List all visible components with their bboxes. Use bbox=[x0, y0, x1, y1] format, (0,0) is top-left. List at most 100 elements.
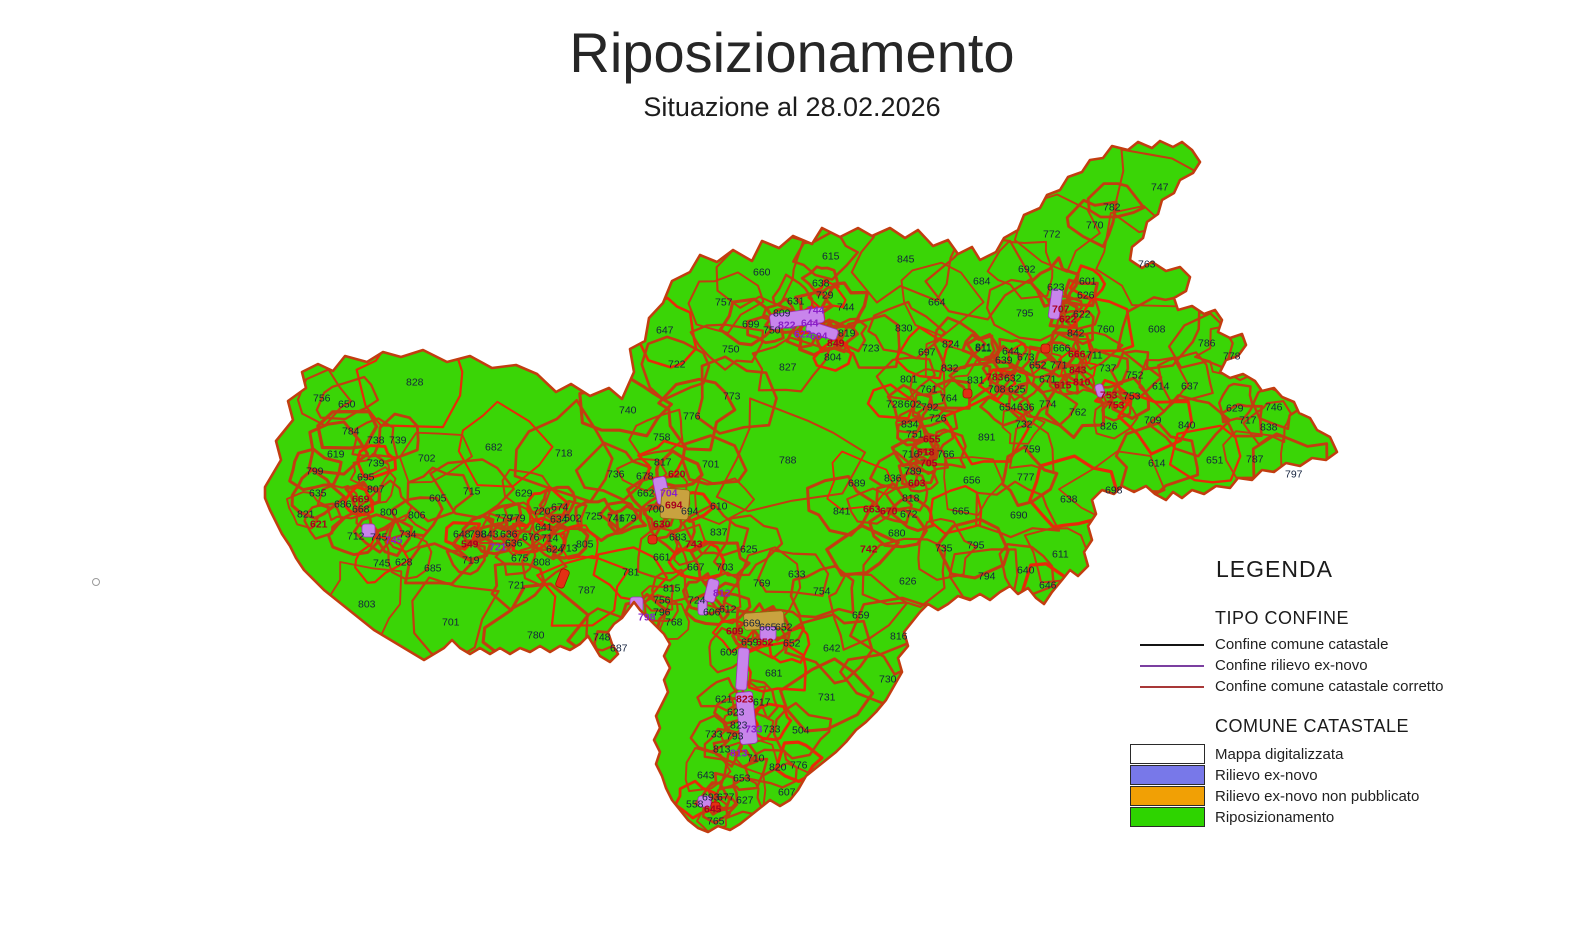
map-region-label: 731 bbox=[818, 692, 836, 704]
map-region-label: 801 bbox=[900, 374, 918, 386]
map-region-label: 740 bbox=[619, 405, 637, 417]
commune-boundary bbox=[846, 487, 897, 525]
map-region-label: 794 bbox=[978, 571, 996, 583]
commune-boundary bbox=[825, 524, 900, 577]
map-region-label: 818 bbox=[902, 493, 920, 505]
legend-item-label: Rilievo ex-novo bbox=[1215, 767, 1318, 784]
map-region-label: 752 bbox=[1126, 370, 1144, 382]
commune-boundary bbox=[681, 434, 748, 486]
commune-boundary bbox=[643, 594, 679, 622]
commune-boundary bbox=[985, 278, 1062, 342]
map-region-label: 776 bbox=[790, 760, 808, 772]
map-region-label: 686 bbox=[334, 499, 352, 511]
commune-boundary bbox=[812, 337, 853, 372]
map-region-label: 725 bbox=[585, 511, 603, 523]
map-region-label: 763 bbox=[1138, 259, 1156, 271]
map-region-label: 824 bbox=[942, 339, 960, 351]
map-region-label: 810 bbox=[1073, 377, 1091, 389]
map-region-label: 760 bbox=[1097, 324, 1115, 336]
map-region-label: 726 bbox=[929, 413, 947, 425]
map-region-label: 756 bbox=[653, 595, 671, 607]
map-region-label: 737 bbox=[1099, 363, 1117, 375]
map-region-label: 751 bbox=[906, 429, 924, 441]
commune-boundary bbox=[718, 749, 769, 792]
map-region-label: 650 bbox=[338, 399, 356, 411]
map-region-label: 698 bbox=[1105, 485, 1123, 497]
map-region-label: 677 bbox=[717, 792, 735, 804]
map-region-label: 803 bbox=[358, 599, 376, 611]
commune-boundary bbox=[751, 702, 793, 742]
map-region-label: 792 bbox=[921, 402, 939, 414]
map-region-label: 745 bbox=[370, 532, 388, 544]
commune-boundary bbox=[681, 572, 727, 616]
commune-boundary bbox=[712, 514, 784, 577]
legend-item-label: Riposizionamento bbox=[1215, 809, 1335, 826]
map-region-label: 683 bbox=[669, 532, 687, 544]
map-region-label: 671 bbox=[1039, 374, 1057, 386]
special-area-patch bbox=[805, 320, 839, 341]
commune-boundary bbox=[1068, 264, 1107, 301]
map-region-label: 652 bbox=[756, 637, 774, 649]
map-region-label: 622 bbox=[1059, 314, 1077, 326]
map-region-label: 655 bbox=[923, 434, 941, 446]
map-region-label: 641 bbox=[535, 522, 553, 534]
commune-boundary bbox=[389, 496, 444, 538]
map-region-label: 771 bbox=[1050, 360, 1068, 372]
map-region-label: 762 bbox=[1069, 407, 1087, 419]
commune-boundary bbox=[1093, 395, 1139, 440]
map-region-label: 828 bbox=[406, 377, 424, 389]
commune-boundary bbox=[779, 657, 875, 733]
commune-boundary bbox=[1114, 421, 1199, 494]
map-region-label: 797 bbox=[1285, 469, 1303, 481]
line-swatch-purple bbox=[1140, 665, 1204, 667]
commune-boundary bbox=[578, 373, 673, 438]
map-region-label: 692 bbox=[1018, 264, 1036, 276]
map-region-label: 644 bbox=[1002, 346, 1020, 358]
map-region-label: 694 bbox=[681, 506, 699, 518]
legend-item-label: Rilievo ex-novo non pubblicato bbox=[1215, 788, 1420, 805]
map-region-label: 834 bbox=[901, 419, 919, 431]
map-region-label: 610 bbox=[710, 501, 728, 513]
map-region-label: 615 bbox=[822, 251, 840, 263]
map-region-label: 827 bbox=[779, 362, 797, 374]
commune-boundary bbox=[772, 701, 833, 760]
map-region-label: 757 bbox=[715, 297, 733, 309]
commune-boundary bbox=[636, 525, 690, 582]
map-region-label: 659 bbox=[852, 610, 870, 622]
map-region-label: 789 bbox=[904, 466, 922, 478]
map-region-label: 702 bbox=[418, 453, 436, 465]
map-region-label: 772 bbox=[1043, 229, 1061, 241]
map-region-label: 776 bbox=[683, 411, 701, 423]
commune-boundary bbox=[1117, 392, 1194, 456]
map-region-label: 612 bbox=[719, 604, 737, 616]
map-region-label: 636 bbox=[500, 529, 518, 541]
region-outline bbox=[263, 139, 1339, 834]
map-region-label: 766 bbox=[937, 449, 955, 461]
map-region-label: 666 bbox=[1053, 343, 1071, 355]
map-region-label: 733 bbox=[705, 729, 723, 741]
map-region-label: 690 bbox=[1010, 510, 1028, 522]
commune-boundary bbox=[928, 484, 983, 535]
box-swatch-white bbox=[1130, 744, 1205, 764]
commune-boundary bbox=[1079, 348, 1130, 389]
map-region-label: 603 bbox=[908, 478, 926, 490]
map-region-label: 735 bbox=[935, 543, 953, 555]
map-region-label: 832 bbox=[941, 363, 959, 375]
map-region-label: 891 bbox=[978, 432, 996, 444]
commune-boundary bbox=[902, 464, 939, 493]
map-region-label: 721 bbox=[489, 542, 507, 554]
title-block: Riposizionamento Situazione al 28.02.202… bbox=[0, 22, 1584, 123]
map-region-label: 695 bbox=[357, 472, 375, 484]
commune-boundary bbox=[1168, 424, 1242, 484]
commune-boundary bbox=[584, 607, 627, 652]
map-region-label: 812 bbox=[713, 588, 731, 600]
commune-boundary bbox=[866, 383, 916, 420]
map-region-label: 549 bbox=[461, 539, 479, 551]
commune-boundary bbox=[1138, 356, 1190, 413]
map-region-label: 628 bbox=[395, 557, 413, 569]
map-region-label: 770 bbox=[1086, 220, 1104, 232]
commune-boundary bbox=[616, 458, 668, 492]
map-region-label: 826 bbox=[1100, 421, 1118, 433]
map-region-label: 799 bbox=[306, 466, 324, 478]
